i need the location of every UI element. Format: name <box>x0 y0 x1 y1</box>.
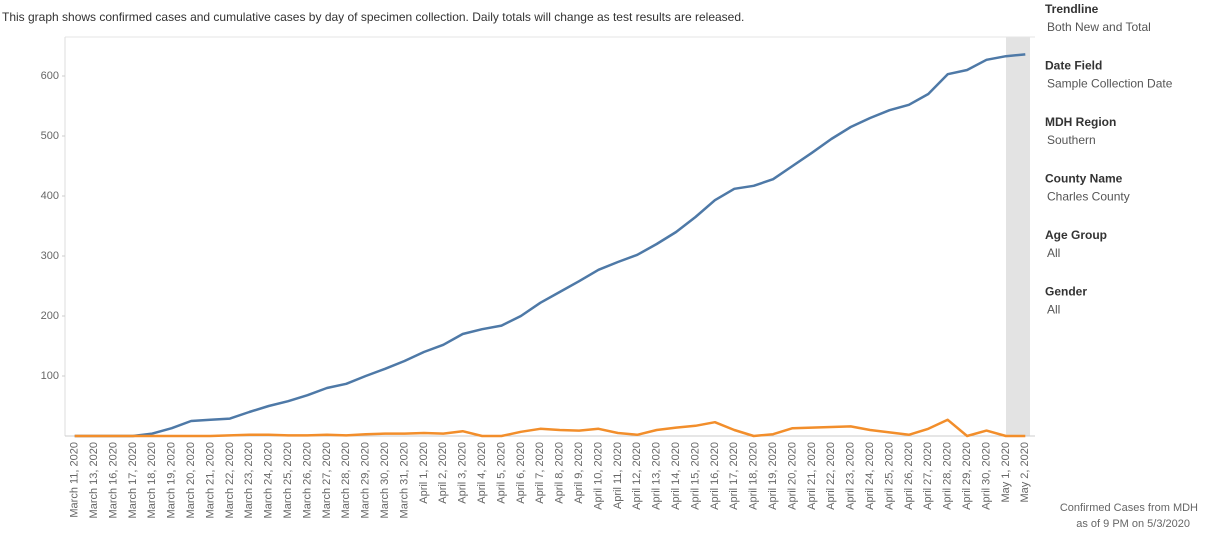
x-tick-label: March 27, 2020 <box>321 442 333 518</box>
x-tick-label: April 9, 2020 <box>573 442 585 504</box>
filter-value: Southern <box>1047 133 1096 147</box>
x-tick-label: March 20, 2020 <box>185 442 197 518</box>
series-line <box>74 53 1026 438</box>
x-tick-label: March 31, 2020 <box>398 442 410 518</box>
x-tick-label: April 21, 2020 <box>806 442 818 510</box>
x-tick-label: March 26, 2020 <box>301 442 313 518</box>
x-tick-label: April 11, 2020 <box>612 442 624 509</box>
x-tick-label: April 30, 2020 <box>980 442 992 510</box>
y-tick-label: 600 <box>41 70 59 82</box>
x-tick-label: March 13, 2020 <box>88 442 100 518</box>
x-tick-label: March 18, 2020 <box>146 442 158 518</box>
x-tick-label: April 23, 2020 <box>845 442 857 510</box>
y-tick-label: 200 <box>41 310 59 322</box>
x-tick-label: March 29, 2020 <box>360 442 372 518</box>
x-tick-label: April 20, 2020 <box>786 442 798 510</box>
x-tick-label: March 16, 2020 <box>107 442 119 518</box>
x-tick-label: April 15, 2020 <box>689 442 701 510</box>
x-tick-label: April 24, 2020 <box>864 442 876 510</box>
x-tick-label: April 26, 2020 <box>903 442 915 510</box>
filter-value: Charles County <box>1047 190 1130 204</box>
x-tick-label: April 22, 2020 <box>825 442 837 510</box>
x-tick-label: April 12, 2020 <box>631 442 643 510</box>
x-tick-label: May 1, 2020 <box>1000 442 1012 503</box>
filter-value: Sample Collection Date <box>1047 77 1173 91</box>
x-tick-label: April 1, 2020 <box>418 442 430 504</box>
filter-label: Age Group <box>1045 228 1107 242</box>
x-tick-label: May 2, 2020 <box>1019 442 1031 503</box>
x-tick-label: April 14, 2020 <box>670 442 682 510</box>
y-tick-label: 300 <box>41 250 59 262</box>
filter-value: All <box>1047 246 1060 260</box>
x-tick-label: April 3, 2020 <box>457 442 469 504</box>
x-tick-label: March 25, 2020 <box>282 442 294 518</box>
x-tick-label: March 11, 2020 <box>69 442 81 518</box>
footnote: Confirmed Cases from MDH <box>1060 502 1198 514</box>
filter-label: Trendline <box>1045 2 1099 16</box>
x-tick-label: March 30, 2020 <box>379 442 391 518</box>
x-tick-label: April 18, 2020 <box>748 442 760 510</box>
y-tick-label: 400 <box>41 190 59 202</box>
x-tick-label: April 25, 2020 <box>883 442 895 510</box>
x-tick-label: April 29, 2020 <box>961 442 973 510</box>
x-tick-label: April 28, 2020 <box>942 442 954 510</box>
footnote: as of 9 PM on 5/3/2020 <box>1076 518 1190 530</box>
filter-label: Date Field <box>1045 59 1102 73</box>
y-tick-label: 100 <box>41 370 59 382</box>
x-tick-label: March 23, 2020 <box>243 442 255 518</box>
filter-value: Both New and Total <box>1047 20 1151 34</box>
filter-label: Gender <box>1045 285 1087 299</box>
x-tick-label: April 2, 2020 <box>437 442 449 504</box>
filter-label: MDH Region <box>1045 115 1116 129</box>
x-tick-label: March 24, 2020 <box>263 442 275 518</box>
x-tick-label: April 4, 2020 <box>476 442 488 504</box>
x-tick-label: March 19, 2020 <box>166 442 178 518</box>
highlight-band <box>1006 37 1030 436</box>
x-tick-label: April 10, 2020 <box>592 442 604 510</box>
x-tick-label: April 13, 2020 <box>651 442 663 510</box>
chart-title: This graph shows confirmed cases and cum… <box>2 10 744 24</box>
x-tick-label: March 17, 2020 <box>127 442 139 518</box>
x-tick-label: March 21, 2020 <box>204 442 216 518</box>
filter-label: County Name <box>1045 172 1123 186</box>
x-tick-label: April 17, 2020 <box>728 442 740 510</box>
x-tick-label: April 16, 2020 <box>709 442 721 510</box>
x-tick-label: April 5, 2020 <box>495 442 507 504</box>
series-line <box>74 418 1026 438</box>
y-tick-label: 500 <box>41 130 59 142</box>
x-tick-label: April 19, 2020 <box>767 442 779 510</box>
x-tick-label: March 28, 2020 <box>340 442 352 518</box>
x-tick-label: April 27, 2020 <box>922 442 934 510</box>
x-tick-label: April 7, 2020 <box>534 442 546 504</box>
filter-value: All <box>1047 303 1060 317</box>
x-tick-label: March 22, 2020 <box>224 442 236 518</box>
x-tick-label: April 6, 2020 <box>515 442 527 504</box>
x-tick-label: April 8, 2020 <box>554 442 566 504</box>
